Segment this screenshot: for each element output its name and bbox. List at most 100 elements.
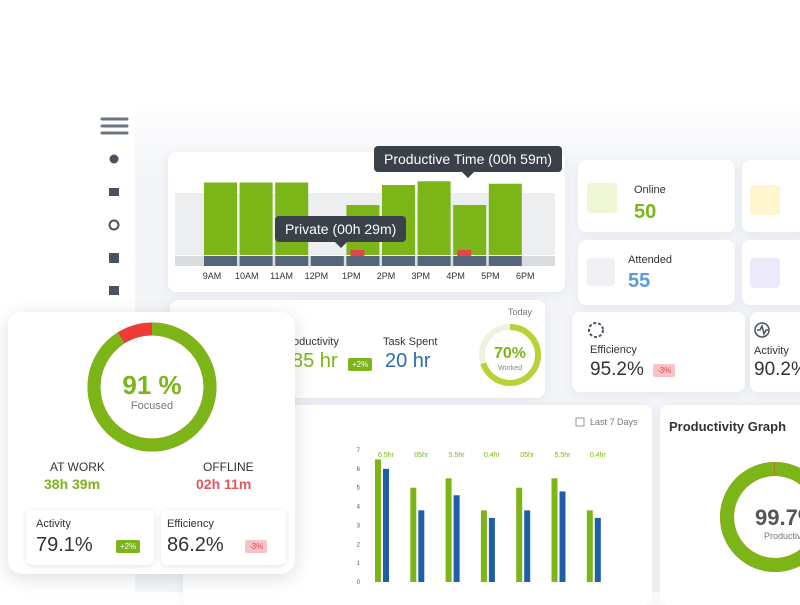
y-tick-label: 4 — [357, 505, 361, 511]
donut-arc — [720, 462, 800, 572]
top-label: 0.4hr — [484, 452, 501, 459]
focused-value: 91 % — [122, 370, 181, 400]
top-label: 05hr — [520, 452, 535, 459]
top-label: 0.4hr — [590, 452, 607, 459]
efficiency-label: Efficiency — [167, 518, 214, 530]
y-tick-label: 0 — [357, 580, 361, 586]
period: Today — [508, 307, 533, 317]
timeline-card: 9AM 10AM 11AM 12PM 1PM 2PM 3PM 4PM 5PM 6PM — [168, 152, 565, 292]
stat-label: Online — [634, 184, 666, 196]
strip-segment — [275, 256, 309, 266]
activity-card: Activity 79.1% +2% — [26, 510, 154, 565]
strip-segment — [239, 256, 273, 266]
strip-segment — [488, 256, 522, 266]
timeline-chart: 9AM 10AM 11AM 12PM 1PM 2PM 3PM 4PM 5PM 6PM — [175, 181, 555, 281]
focus-donut: 91 %Focused — [87, 322, 217, 452]
donut-arc — [87, 322, 217, 452]
bar — [488, 183, 522, 255]
at-work-value: 38h 39m — [44, 476, 101, 492]
bar — [417, 181, 451, 255]
bar — [453, 205, 487, 255]
productivity-graph-card: Productivity Graph 99.7%Productive — [660, 405, 800, 605]
card-title: Productivity Graph — [669, 419, 786, 434]
activity-label: Activity — [36, 518, 71, 530]
attended-icon — [587, 258, 615, 286]
strip-segment — [453, 256, 487, 266]
productivity-label: Productivity — [282, 336, 339, 348]
top-label: 05hr — [414, 452, 429, 459]
stat-card — [742, 240, 800, 305]
productivity-value: 99.7% — [755, 505, 800, 530]
focus-card: 91 % Focused AT WORK 38h 39m OFFLINE 02h … — [8, 312, 295, 574]
page: Productivity Dashboard {"timeline": {"ty… — [8, 100, 800, 592]
worked-caption: Worked — [498, 365, 522, 372]
worked-donut: 70% Worked — [479, 324, 541, 386]
metric-value: 90.2% — [754, 359, 800, 380]
stat-card: Online 50 — [578, 160, 735, 232]
calendar-icon — [575, 417, 585, 427]
at-work-label: AT WORK — [50, 460, 105, 474]
y-tick-label: 2 — [357, 542, 361, 548]
hour-label: 6PM — [516, 271, 535, 281]
efficiency-change: -3% — [245, 540, 268, 553]
worked-value: 70% — [494, 345, 526, 362]
strip-segment — [310, 256, 344, 266]
online-icon — [587, 183, 617, 213]
bar — [488, 517, 495, 582]
hour-label: 3PM — [412, 271, 431, 281]
hour-label: 12PM — [305, 271, 329, 281]
bar — [418, 510, 425, 582]
hour-label: 1PM — [342, 271, 361, 281]
productivity-caption: Productive — [764, 531, 800, 541]
efficiency-card: Efficiency 86.2% -3% — [161, 510, 286, 565]
bar — [383, 468, 389, 582]
y-tick-label: 5 — [357, 486, 361, 492]
stat-card — [742, 160, 800, 232]
hour-label: 10AM — [235, 271, 259, 281]
offline-label: OFFLINE — [203, 460, 254, 474]
private-marker — [350, 250, 365, 256]
menu-icon[interactable] — [100, 117, 129, 135]
bar — [551, 478, 558, 582]
bar — [516, 487, 523, 582]
tooltip: Productive Time (00h 59m) — [374, 146, 563, 178]
efficiency-value: 86.2% — [167, 534, 224, 556]
hour-label: 11AM — [270, 271, 293, 281]
y-tick-label: 6 — [357, 467, 361, 473]
bar — [375, 459, 381, 582]
bar — [586, 510, 593, 582]
top-label: 5.5hr — [449, 452, 466, 459]
hour-label: 2PM — [377, 271, 396, 281]
range-label: Last 7 Days — [590, 417, 638, 427]
hour-label: 4PM — [446, 271, 465, 281]
donut-arc — [479, 324, 541, 386]
bar — [559, 491, 566, 582]
offline-value: 02h 11m — [196, 476, 252, 492]
metric-label: Efficiency — [590, 344, 637, 356]
productivity-change: +2% — [348, 358, 373, 371]
hour-label: 9AM — [203, 271, 222, 281]
efficiency-icon — [588, 322, 604, 338]
tooltip: Private (00h 29m) — [275, 216, 407, 248]
activity-value: 79.1% — [36, 534, 93, 556]
nav-icons[interactable] — [108, 154, 120, 296]
y-tick-label: 3 — [357, 523, 361, 529]
body: 9AM 10AM 11AM 12PM 1PM 2PM 3PM 4PM 5PM 6PM Produc… — [8, 100, 800, 592]
weekly-chart: Last 7 Days 0 1 2 3 4 5 6 7 6.5hr 05hr 5.5hr 0.4hr 05… — [357, 417, 638, 586]
bar — [453, 495, 460, 582]
productivity-graph: Productivity Graph 99.7%Productive — [669, 419, 800, 572]
metric-label: Activity — [754, 345, 789, 357]
stat-card: Attended 55 — [578, 240, 735, 305]
activity-icon — [754, 322, 770, 338]
focused-caption: Focused — [131, 400, 173, 412]
stat-label: Attended — [628, 254, 673, 266]
strip-segment — [382, 256, 415, 266]
bar — [204, 182, 237, 255]
productivity-value: 85 hr — [292, 350, 338, 372]
strip-segment — [346, 256, 380, 266]
bar — [480, 510, 487, 582]
bar — [524, 510, 531, 582]
bar — [410, 487, 417, 582]
sidebar — [100, 117, 129, 296]
metric-change: -3% — [653, 364, 676, 377]
